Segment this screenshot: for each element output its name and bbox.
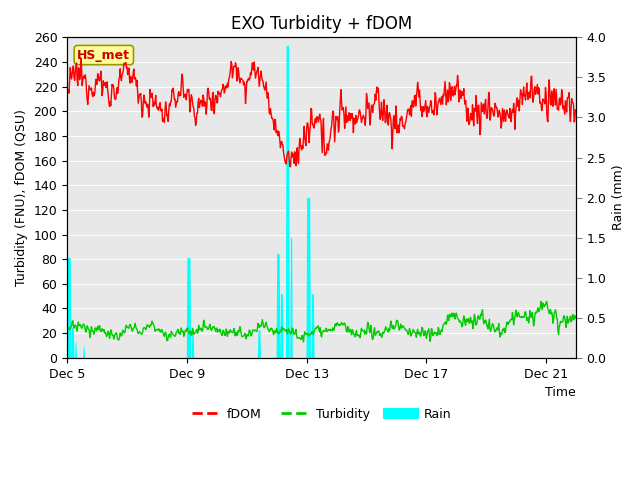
X-axis label: Time: Time — [545, 386, 576, 399]
Title: EXO Turbidity + fDOM: EXO Turbidity + fDOM — [231, 15, 412, 33]
Y-axis label: Rain (mm): Rain (mm) — [612, 165, 625, 230]
Legend: fDOM, Turbidity, Rain: fDOM, Turbidity, Rain — [187, 403, 456, 425]
Y-axis label: Turbidity (FNU), fDOM (QSU): Turbidity (FNU), fDOM (QSU) — [15, 109, 28, 286]
Text: HS_met: HS_met — [77, 48, 131, 61]
